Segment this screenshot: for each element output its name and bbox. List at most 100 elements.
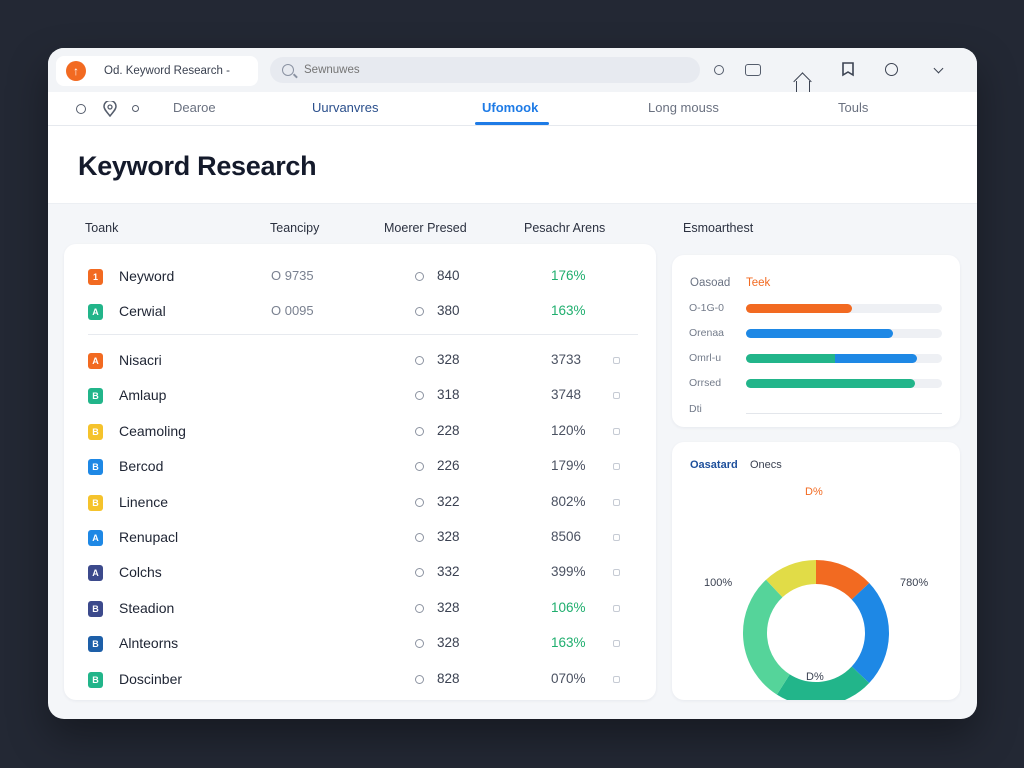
percent-cell: 163% bbox=[551, 303, 586, 318]
chevron-down-icon[interactable] bbox=[933, 63, 944, 74]
card-icon[interactable] bbox=[745, 64, 761, 76]
table-row[interactable]: A Nisacri 328 3733 bbox=[64, 347, 656, 377]
row-checkbox[interactable] bbox=[613, 498, 620, 506]
circle-icon[interactable] bbox=[132, 105, 139, 112]
location-icon[interactable] bbox=[103, 99, 117, 122]
bar-label: Omrl-u bbox=[689, 352, 722, 364]
circle-icon[interactable] bbox=[714, 65, 724, 75]
tab-ufomook[interactable]: Ufomook bbox=[482, 100, 539, 115]
status-circle-icon bbox=[415, 497, 424, 507]
row-checkbox[interactable] bbox=[613, 604, 620, 612]
row-checkbox[interactable] bbox=[613, 534, 620, 541]
rank-badge: A bbox=[88, 304, 103, 320]
row-checkbox[interactable] bbox=[613, 640, 620, 648]
keyword-cell: Renupacl bbox=[119, 529, 179, 545]
value-cell: 328 bbox=[437, 599, 460, 615]
column-header-esmoarthest[interactable]: Esmoarthest bbox=[683, 221, 754, 235]
column-header-presed[interactable]: Moerer Presed bbox=[384, 221, 467, 235]
rank-badge: B bbox=[88, 671, 103, 688]
donut-segment[interactable] bbox=[815, 560, 870, 600]
value-cell: 328 bbox=[437, 529, 460, 544]
bar-axis-line bbox=[746, 413, 942, 414]
row-checkbox[interactable] bbox=[613, 357, 620, 364]
donut-label-left: 100% bbox=[704, 577, 733, 589]
bulb-icon[interactable] bbox=[885, 63, 898, 76]
bookmark-icon[interactable] bbox=[840, 61, 856, 80]
status-circle-icon bbox=[415, 603, 424, 613]
table-row[interactable]: B Linence 322 802% bbox=[64, 489, 656, 519]
bar-track bbox=[746, 329, 942, 338]
page-header: Keyword Research bbox=[48, 126, 977, 204]
donut-panel: Oasatard Onecs D% 100% 780% D% bbox=[672, 442, 960, 700]
keyword-table: 1 Neyword O 9735 840 176% A Cerwial O 00… bbox=[64, 244, 656, 700]
row-checkbox[interactable] bbox=[613, 569, 620, 577]
column-header-tendency[interactable]: Teancipy bbox=[270, 221, 320, 235]
search-bar[interactable] bbox=[270, 57, 700, 83]
row-checkbox[interactable] bbox=[613, 392, 620, 400]
percent-cell: 179% bbox=[551, 458, 586, 474]
table-row[interactable]: B Amlaup 318 3748 bbox=[64, 382, 656, 412]
status-circle-icon bbox=[415, 307, 424, 316]
table-row[interactable]: B Doscinber 828 070% bbox=[64, 666, 656, 696]
status-circle-icon bbox=[415, 568, 424, 578]
keyword-cell: Bercod bbox=[119, 458, 164, 475]
percent-cell: 3733 bbox=[551, 352, 582, 367]
table-row[interactable]: B Ceamoling 228 120% bbox=[64, 418, 656, 448]
donut-label-bottom: D% bbox=[806, 671, 824, 683]
search-input[interactable] bbox=[304, 64, 684, 76]
donut-tab-onecs[interactable]: Onecs bbox=[750, 459, 782, 471]
percent-cell: 106% bbox=[551, 599, 586, 615]
bars-tab-oasoad[interactable]: Oasoad bbox=[690, 277, 731, 289]
rank-badge: A bbox=[88, 530, 103, 546]
table-row[interactable]: B Bercod 226 179% bbox=[64, 453, 656, 483]
value-cell: 322 bbox=[437, 493, 460, 509]
row-checkbox[interactable] bbox=[613, 463, 620, 471]
status-circle-icon bbox=[415, 426, 424, 436]
rank-badge: B bbox=[88, 423, 103, 440]
tab-title: Od. Keyword Research - bbox=[104, 65, 230, 77]
percent-cell: 3748 bbox=[551, 387, 582, 403]
value-cell: 840 bbox=[437, 268, 460, 283]
table-row[interactable]: A Colchs 332 399% bbox=[64, 559, 656, 589]
keyword-cell: Steadion bbox=[119, 599, 175, 616]
rank-badge: B bbox=[88, 459, 103, 476]
percent-cell: 802% bbox=[551, 493, 586, 509]
bars-tab-teek[interactable]: Teek bbox=[746, 277, 771, 289]
bars-panel: Oasoad Teek O-1G-0 Orenaa Omrl-u Orrsed Dti bbox=[672, 255, 960, 427]
value-cell: 828 bbox=[437, 670, 460, 686]
column-header-arens[interactable]: Pesachr Arens bbox=[524, 221, 606, 235]
row-checkbox[interactable] bbox=[613, 427, 620, 435]
rank-badge: A bbox=[88, 353, 103, 369]
status-circle-icon bbox=[415, 462, 424, 472]
tab-dearoe[interactable]: Dearoe bbox=[173, 100, 216, 115]
donut-segment[interactable] bbox=[776, 666, 870, 700]
row-checkbox[interactable] bbox=[613, 675, 620, 683]
value-cell: 228 bbox=[437, 422, 460, 438]
value-cell: 328 bbox=[437, 635, 460, 651]
table-row[interactable]: B Steadion 328 106% bbox=[64, 595, 656, 625]
tab-touls[interactable]: Touls bbox=[838, 100, 869, 115]
browser-tab[interactable]: ↑ Od. Keyword Research - bbox=[56, 56, 258, 86]
bar-fill bbox=[746, 354, 917, 363]
circle-icon[interactable] bbox=[76, 104, 86, 114]
percent-cell: 8506 bbox=[551, 529, 582, 544]
status-circle-icon bbox=[415, 674, 424, 684]
bar-track bbox=[746, 354, 942, 363]
donut-segment[interactable] bbox=[766, 560, 817, 598]
donut-tab-oasatard[interactable]: Oasatard bbox=[690, 459, 738, 471]
bar-fill bbox=[746, 379, 915, 388]
donut-label-right: 780% bbox=[900, 577, 929, 589]
tab-uurvanvres[interactable]: Uurvanvres bbox=[312, 100, 379, 115]
tab-long-mouss[interactable]: Long mouss bbox=[648, 100, 719, 115]
bar-label: Orenaa bbox=[689, 327, 725, 339]
bar-track bbox=[746, 304, 942, 313]
keyword-cell: Linence bbox=[119, 493, 169, 510]
table-row[interactable]: A Renupacl 328 8506 bbox=[64, 524, 656, 554]
donut-segment[interactable] bbox=[851, 583, 889, 683]
table-row[interactable]: 1 Neyword O 9735 840 176% bbox=[64, 263, 656, 293]
table-row[interactable]: A Cerwial O 0095 380 163% bbox=[64, 298, 656, 328]
keyword-cell: Nisacri bbox=[119, 352, 162, 368]
table-row[interactable]: B Alnteorns 328 163% bbox=[64, 630, 656, 660]
donut-segment[interactable] bbox=[743, 579, 791, 695]
column-header-rank[interactable]: Toank bbox=[85, 221, 119, 235]
